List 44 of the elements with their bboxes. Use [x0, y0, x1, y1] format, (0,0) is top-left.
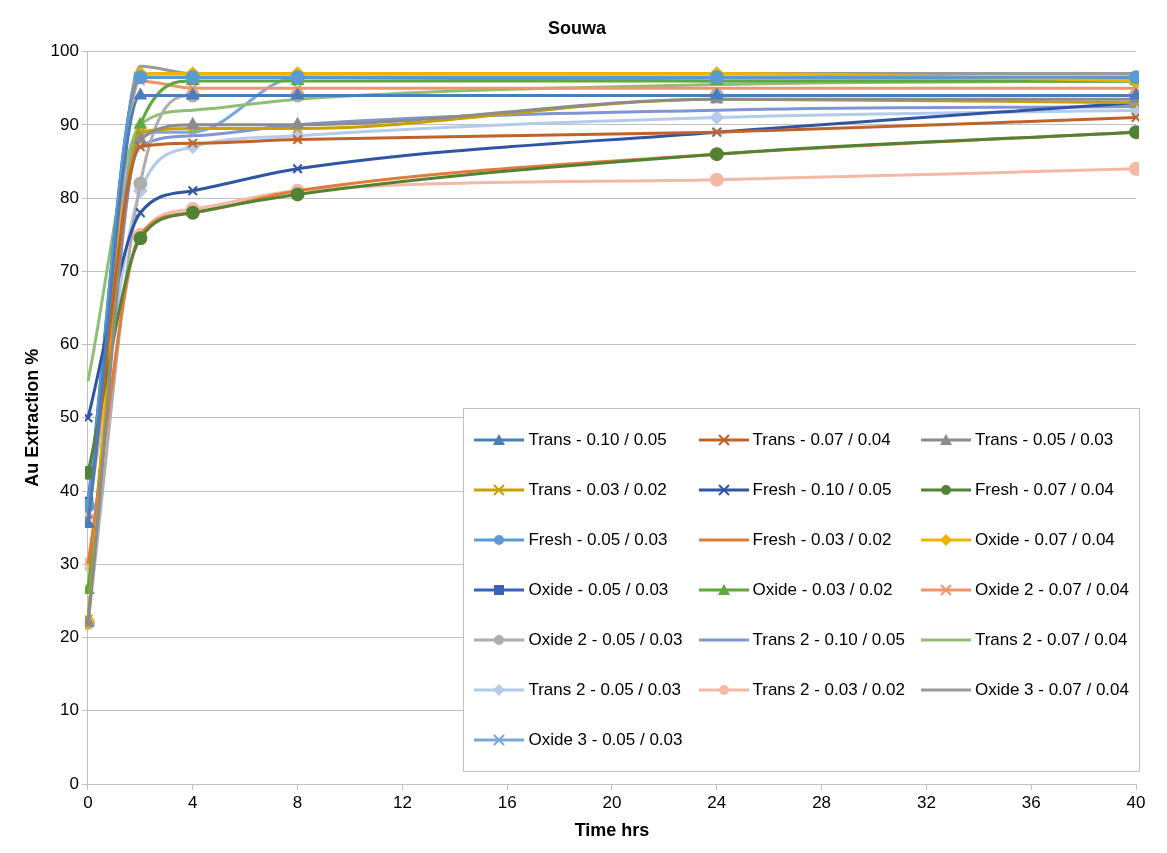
legend-label: Oxide 3 - 0.07 / 0.04	[974, 680, 1129, 700]
chart-title: Souwa	[547, 17, 607, 38]
y-tick-label: 80	[60, 187, 79, 207]
legend-label: Trans 2 - 0.05 / 0.03	[528, 680, 681, 700]
legend-label: Oxide - 0.05 / 0.03	[528, 580, 669, 600]
y-tick-label: 50	[60, 407, 79, 427]
legend-label: Trans - 0.07 / 0.04	[752, 430, 891, 450]
y-tick-label: 100	[50, 41, 79, 61]
y-axis-title: Au Extraction %	[21, 348, 42, 487]
x-tick-label: 24	[707, 792, 727, 812]
y-tick-label: 0	[69, 773, 79, 793]
legend-label: Oxide - 0.07 / 0.04	[974, 530, 1115, 550]
x-tick-label: 8	[292, 792, 303, 812]
x-tick-label: 32	[916, 792, 936, 812]
y-tick-label: 70	[60, 261, 79, 281]
legend-label: Trans - 0.03 / 0.02	[528, 480, 667, 500]
y-tick-label: 40	[60, 480, 79, 500]
legend-label: Fresh - 0.10 / 0.05	[752, 480, 892, 500]
legend-label: Oxide 2 - 0.05 / 0.03	[528, 630, 683, 650]
legend-label: Trans - 0.10 / 0.05	[528, 430, 667, 450]
x-axis-title: Time hrs	[574, 820, 650, 841]
y-tick-label: 20	[60, 627, 79, 647]
x-tick-label: 36	[1021, 792, 1041, 812]
x-tick-label: 20	[602, 792, 622, 812]
legend-label: Fresh - 0.05 / 0.03	[528, 530, 668, 550]
y-tick-label: 90	[60, 114, 79, 134]
legend-label: Oxide - 0.03 / 0.02	[752, 580, 893, 600]
y-tick-label: 30	[60, 553, 79, 573]
x-tick-label: 0	[83, 792, 93, 812]
legend-label: Fresh - 0.03 / 0.02	[752, 530, 892, 550]
y-tick-label: 10	[60, 700, 79, 720]
x-tick-label: 12	[392, 792, 412, 812]
legend-label: Fresh - 0.07 / 0.04	[974, 480, 1114, 500]
legend-label: Trans 2 - 0.07 / 0.04	[974, 630, 1128, 650]
legend-label: Trans 2 - 0.03 / 0.02	[752, 680, 905, 700]
legend-label: Trans 2 - 0.10 / 0.05	[752, 630, 905, 650]
legend-label: Oxide 2 - 0.07 / 0.04	[974, 580, 1129, 600]
legend-label: Oxide 3 - 0.05 / 0.03	[528, 730, 683, 750]
y-tick-label: 60	[60, 334, 79, 354]
legend-label: Trans - 0.05 / 0.03	[974, 430, 1114, 450]
x-tick-label: 40	[1126, 792, 1146, 812]
x-tick-label: 28	[812, 792, 832, 812]
x-tick-label: 16	[497, 792, 517, 812]
x-tick-label: 4	[188, 792, 198, 812]
